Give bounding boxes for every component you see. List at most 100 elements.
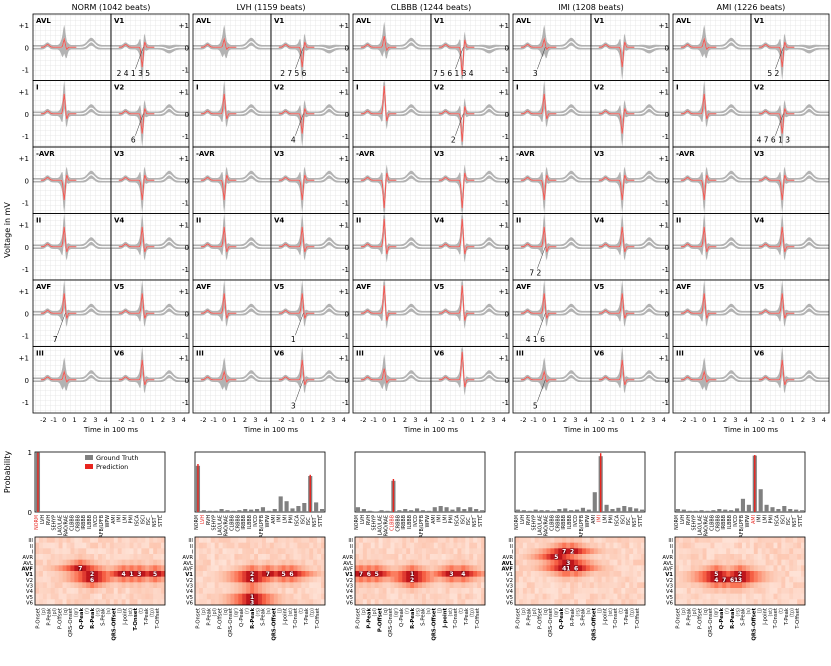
heatmap-cell <box>137 559 142 566</box>
heatmap-cell <box>789 542 794 549</box>
heatmap-cell <box>394 548 399 555</box>
heatmap-cell <box>522 559 528 566</box>
heatmap-cell <box>157 559 162 566</box>
heatmap-cell <box>254 542 259 549</box>
heatmap-cell <box>698 599 703 606</box>
heatmap-cell <box>585 537 591 543</box>
heatmap-cell <box>362 554 368 560</box>
heatmap-cell <box>738 571 743 577</box>
heatmap-cell <box>625 554 630 560</box>
heatmap-cell <box>718 593 723 600</box>
legend-swatch-prediction <box>85 464 93 469</box>
heatmap-cell <box>370 548 375 555</box>
heatmap-cell <box>58 565 63 572</box>
lead-row-label: V5 <box>26 595 33 601</box>
heatmap-cell <box>145 582 150 589</box>
heatmap-cell <box>133 537 138 543</box>
heatmap-cell <box>625 537 630 543</box>
heatmap-cell <box>745 576 751 583</box>
heatmap-cell <box>741 559 747 566</box>
lead-label: V1 <box>274 17 284 25</box>
ecg-segment-label: (t) <box>619 608 625 614</box>
heatmap-cell <box>74 554 79 560</box>
heatmap-cell <box>277 559 282 566</box>
heatmap-cell <box>121 576 126 583</box>
heatmap-cell <box>141 559 146 566</box>
heatmap-cell <box>574 565 579 572</box>
annotation-marker: 5 <box>533 401 538 410</box>
ground-truth-bar <box>622 506 627 512</box>
relevance-highlight-line <box>758 174 795 201</box>
relevance-highlight-line <box>278 293 315 319</box>
heatmap-cell <box>578 588 583 594</box>
heatmap-cell <box>66 593 71 600</box>
heatmap-cell <box>522 537 528 543</box>
annotation-leader <box>295 313 304 336</box>
heatmap-cell <box>554 599 559 606</box>
heatmap-cell <box>722 588 727 594</box>
heatmap-cell <box>153 588 158 594</box>
heatmap-cell <box>141 593 146 600</box>
heatmap-cell <box>558 593 563 600</box>
heatmap-cell <box>206 548 212 555</box>
heatmap-cell <box>265 542 271 549</box>
heatmap-cell <box>125 548 130 555</box>
lead-label: V6 <box>114 350 124 358</box>
relevance-heatmaps: 72 4 1 3 56IIIIIIAVRAVLAVFV1V2V3V4V5V6P-Onse… <box>22 536 806 641</box>
heatmap-cell <box>777 599 782 606</box>
class-label: NST_ <box>152 514 158 527</box>
heatmap-cell <box>473 588 478 594</box>
heatmap-cell <box>765 548 770 555</box>
heatmap-cell <box>589 559 595 566</box>
heatmap-marker: 5 <box>282 571 286 578</box>
heatmap-cell <box>481 571 486 577</box>
heatmap-cell <box>585 548 591 555</box>
heatmap-cell <box>457 582 462 589</box>
heatmap-cell <box>145 559 150 566</box>
heatmap-cell <box>801 571 806 577</box>
heatmap-cell <box>242 588 247 594</box>
heatmap-cell <box>690 542 695 549</box>
heatmap-cell <box>581 588 587 594</box>
heatmap-cell <box>250 554 255 560</box>
heatmap-cell <box>109 559 115 566</box>
heatmap-cell <box>382 576 387 583</box>
heatmap-cell <box>550 565 555 572</box>
heatmap-cell <box>70 576 75 583</box>
lead-label: V1 <box>114 17 124 25</box>
heatmap-cell <box>265 559 271 566</box>
heatmap-cell <box>38 576 44 583</box>
lead-label: I <box>516 84 519 92</box>
heatmap-cell <box>581 537 587 543</box>
heatmap-cell <box>753 599 759 606</box>
heatmap-cell <box>453 565 458 572</box>
ground-truth-bar <box>456 507 461 512</box>
heatmap-cell <box>641 593 646 600</box>
heatmap-cell <box>305 593 310 600</box>
beat-variance-band <box>751 100 829 147</box>
class-label: IVCD <box>93 515 99 527</box>
heatmap-cell <box>242 554 247 560</box>
heatmap-cell <box>550 548 555 555</box>
heatmap-cell <box>402 588 407 594</box>
class-label: LMI <box>603 515 609 523</box>
heatmap-cell <box>785 542 790 549</box>
heatmap-cell <box>694 576 699 583</box>
heatmap-cell <box>250 548 255 555</box>
annotation-marker: 7 5 6 1 3 4 <box>433 69 474 78</box>
class-label: ILBBB <box>87 515 93 529</box>
lead-row-label: AVF <box>22 567 34 573</box>
heatmap-cell <box>137 571 142 577</box>
heatmap-cell <box>289 582 294 589</box>
heatmap-cell <box>398 582 403 589</box>
heatmap-cell <box>161 571 166 577</box>
heatmap-cell <box>109 548 115 555</box>
heatmap-cell <box>390 571 395 577</box>
heatmap-cell <box>593 559 599 566</box>
heatmap-cell <box>518 588 524 594</box>
heatmap-cell <box>793 554 798 560</box>
heatmap-cell <box>538 548 543 555</box>
y-axis-label-voltage: Voltage in mV <box>3 202 12 258</box>
heatmap-cell <box>773 571 778 577</box>
ground-truth-bar <box>746 504 751 512</box>
